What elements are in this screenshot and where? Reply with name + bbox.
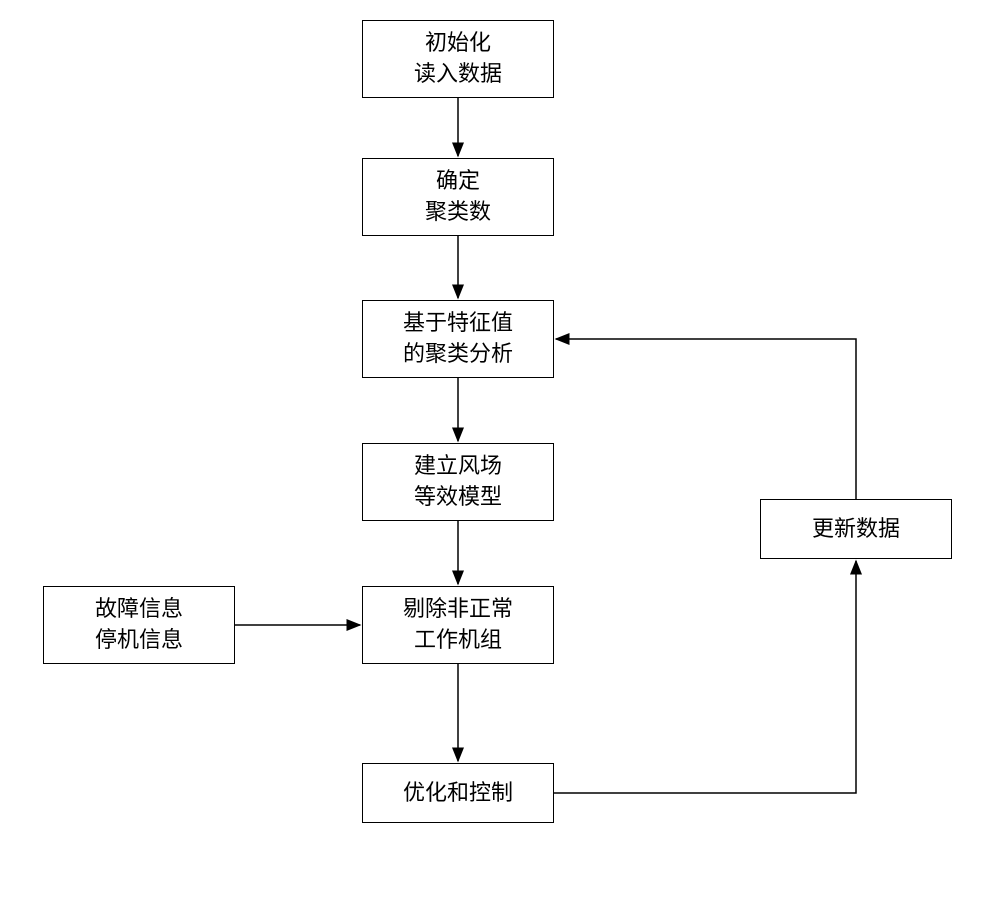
node-init-line1: 初始化 <box>414 28 502 59</box>
node-cluster-analysis-line1: 基于特征值 <box>403 308 513 339</box>
edge-update-cluster <box>556 339 856 499</box>
node-init-line2: 读入数据 <box>414 59 502 90</box>
node-build-model: 建立风场 等效模型 <box>362 443 554 521</box>
node-fault-info-line2: 停机信息 <box>95 625 183 656</box>
node-optimize-control: 优化和控制 <box>362 763 554 823</box>
node-init: 初始化 读入数据 <box>362 20 554 98</box>
node-determine-clusters: 确定 聚类数 <box>362 158 554 236</box>
node-update-data-line1: 更新数据 <box>812 514 900 545</box>
node-build-model-line2: 等效模型 <box>414 482 502 513</box>
node-cluster-analysis-line2: 的聚类分析 <box>403 339 513 370</box>
node-optimize-control-line1: 优化和控制 <box>403 778 513 809</box>
node-determine-clusters-line2: 聚类数 <box>425 197 491 228</box>
node-cluster-analysis: 基于特征值 的聚类分析 <box>362 300 554 378</box>
node-remove-abnormal-line2: 工作机组 <box>403 625 513 656</box>
node-determine-clusters-line1: 确定 <box>425 166 491 197</box>
node-remove-abnormal: 剔除非正常 工作机组 <box>362 586 554 664</box>
node-fault-info-line1: 故障信息 <box>95 594 183 625</box>
node-build-model-line1: 建立风场 <box>414 451 502 482</box>
edge-optimize-update <box>554 561 856 793</box>
node-remove-abnormal-line1: 剔除非正常 <box>403 594 513 625</box>
node-fault-info: 故障信息 停机信息 <box>43 586 235 664</box>
node-update-data: 更新数据 <box>760 499 952 559</box>
